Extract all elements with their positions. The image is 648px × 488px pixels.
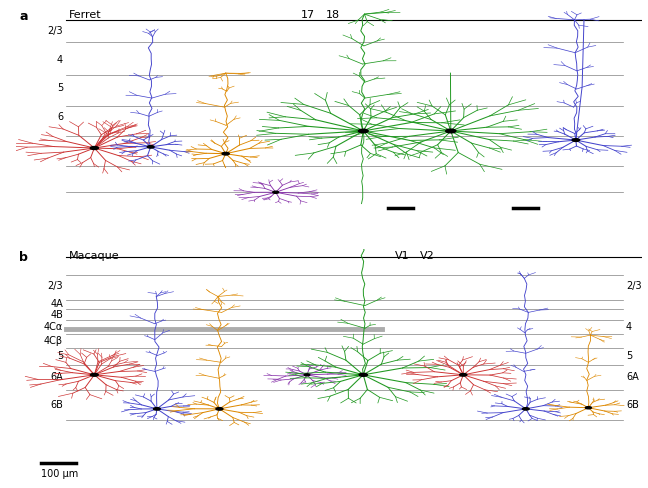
Text: V2: V2: [419, 251, 434, 261]
Text: Ferret: Ferret: [69, 10, 102, 20]
Text: 2/3: 2/3: [626, 281, 642, 291]
Circle shape: [522, 407, 529, 410]
Circle shape: [585, 407, 592, 409]
Text: 4: 4: [626, 322, 632, 332]
Text: 5: 5: [626, 351, 632, 361]
Text: 5: 5: [57, 351, 63, 361]
Text: 2/3: 2/3: [47, 281, 63, 291]
Circle shape: [459, 373, 467, 376]
Text: a: a: [19, 10, 28, 22]
Text: 5: 5: [57, 83, 63, 93]
Text: Macaque: Macaque: [69, 251, 120, 261]
Text: 6: 6: [57, 112, 63, 122]
Circle shape: [147, 145, 154, 148]
Text: 4B: 4B: [51, 310, 63, 320]
Circle shape: [91, 373, 98, 376]
Circle shape: [222, 152, 229, 155]
Text: 4A: 4A: [51, 299, 63, 309]
Circle shape: [216, 407, 223, 410]
Circle shape: [359, 373, 367, 376]
Text: 6B: 6B: [51, 400, 63, 410]
Text: 100 μm: 100 μm: [41, 468, 78, 479]
Text: 4Cα: 4Cα: [44, 322, 63, 332]
Text: V1: V1: [395, 251, 409, 261]
Circle shape: [358, 129, 368, 133]
Text: 4Cβ: 4Cβ: [44, 336, 63, 346]
Text: 6A: 6A: [51, 372, 63, 382]
Circle shape: [304, 374, 310, 376]
Text: 17: 17: [301, 10, 315, 20]
Text: 2/3: 2/3: [47, 26, 63, 36]
Text: b: b: [19, 251, 29, 264]
Circle shape: [154, 407, 160, 410]
Circle shape: [273, 191, 279, 193]
Text: 4: 4: [57, 55, 63, 64]
Circle shape: [446, 129, 456, 133]
Text: 18: 18: [326, 10, 340, 20]
Circle shape: [572, 139, 579, 142]
Text: 6A: 6A: [626, 372, 639, 382]
Circle shape: [90, 146, 98, 149]
Text: 6B: 6B: [626, 400, 639, 410]
